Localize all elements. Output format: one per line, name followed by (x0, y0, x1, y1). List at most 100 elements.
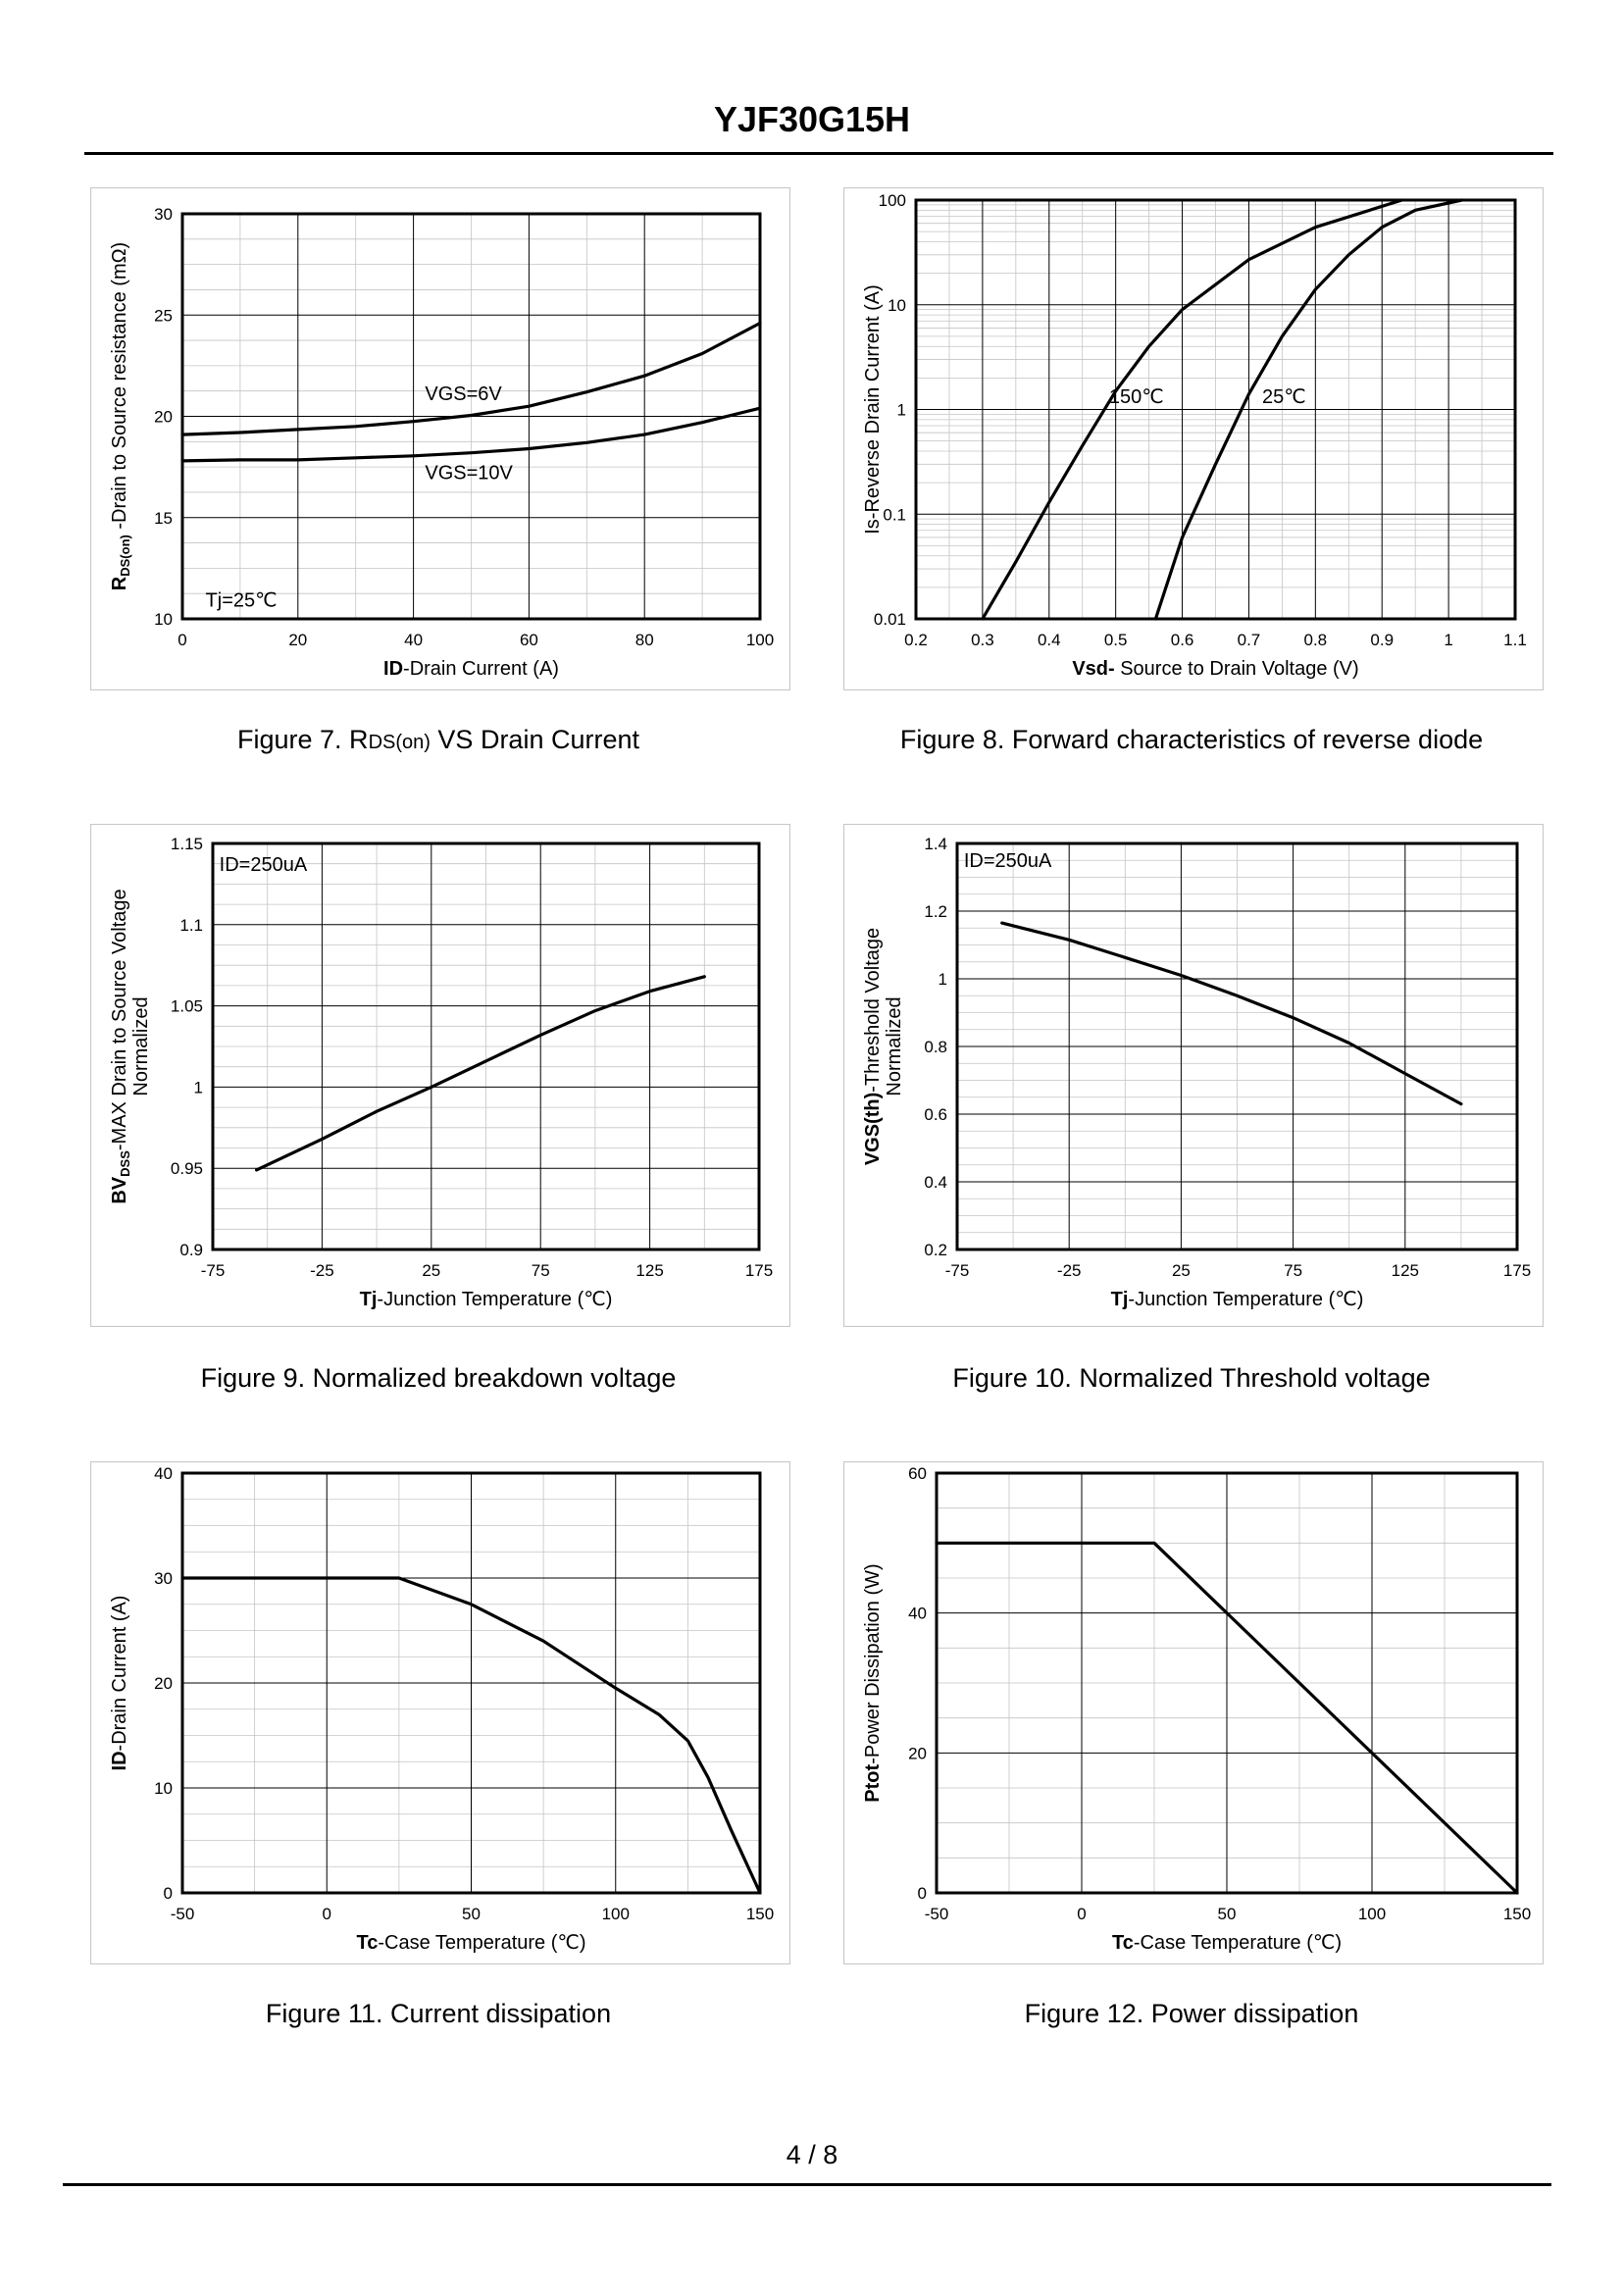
y-tick-label: 1 (939, 970, 947, 989)
x-tick-label: 100 (602, 1905, 630, 1923)
page-number: 4 / 8 (0, 2140, 1624, 2170)
x-tick-label: 0.3 (971, 631, 994, 649)
y-axis-label: Is-Reverse Drain Current (A) (862, 284, 884, 535)
x-axis-label-bold: ID (383, 658, 403, 680)
y-tick-label: 1 (897, 401, 906, 420)
x-tick-label: 0 (178, 631, 186, 649)
annotation-label: VGS=6V (425, 383, 502, 405)
figure-10-caption: Figure 10. Normalized Threshold voltage (819, 1363, 1564, 1394)
y-axis-label-bold: Ptot (862, 1763, 884, 1802)
annotation-label: VGS=10V (425, 463, 513, 484)
x-axis-label-bold: Tc (1112, 1932, 1134, 1954)
y-axis-label-text: -Drain to Source resistance (mΩ) (109, 242, 130, 535)
x-axis-label-text: -Junction Temperature (℃) (1128, 1289, 1363, 1310)
y-tick-label: 40 (154, 1464, 173, 1483)
y-tick-label: 20 (908, 1744, 927, 1762)
chart-fig8: 0.2 0.3 0.4 0.5 0.6 0.7 0.8 0.9 1 1.10.010.111010… (843, 187, 1544, 690)
header-rule (84, 152, 1553, 155)
y-tick-label: 25 (154, 306, 173, 325)
y-axis-label: RDS(on) -Drain to Source resistance (mΩ) (109, 242, 132, 590)
y-tick-label: 0.4 (924, 1173, 947, 1192)
x-tick-label: 0 (323, 1905, 331, 1923)
x-axis-label-bold: Tj (1111, 1289, 1129, 1310)
x-tick-label: 0 (1077, 1905, 1086, 1923)
chart-fig9: -75 -25 25 75 125 175 0.9 0.95 1 1.05 1.1 1.15 Tj-Ju… (90, 824, 790, 1327)
y-tick-label: 0.8 (924, 1038, 947, 1056)
x-axis-label: Tj-Junction Temperature (℃) (360, 1289, 613, 1310)
figure-11-caption: Figure 11. Current dissipation (66, 1999, 811, 2029)
panel-frame (844, 188, 1544, 690)
y-axis-label-secondary: Normalized (884, 996, 905, 1096)
panel-frame (844, 1462, 1544, 1964)
y-tick-label: 100 (879, 191, 906, 210)
x-axis-label-text: -Junction Temperature (℃) (377, 1289, 612, 1310)
y-tick-label: 1.2 (924, 902, 947, 921)
figure-12-caption: Figure 12. Power dissipation (819, 1999, 1564, 2029)
x-axis-label: Vsd- Source to Drain Voltage (V) (1072, 658, 1358, 680)
y-axis-label-text: -MAX Drain to Source Voltage (109, 889, 130, 1150)
y-tick-label: 40 (908, 1605, 927, 1623)
y-tick-label: 0.1 (883, 505, 906, 524)
x-tick-label: 25 (422, 1261, 440, 1280)
y-axis-label: ID-Drain Current (A) (109, 1596, 130, 1771)
footer-rule (63, 2183, 1551, 2186)
x-axis-label: Tj-Junction Temperature (℃) (1111, 1289, 1364, 1310)
y-tick-label: 0.01 (874, 610, 906, 629)
figure-8-panel: 0.2 0.3 0.4 0.5 0.6 0.7 0.8 0.9 1 1.1 0.01 0.1 1 10 10… (843, 187, 1544, 690)
figure-9-caption: Figure 9. Normalized breakdown voltage (66, 1363, 811, 1394)
y-axis-label-bold: ID (109, 1751, 130, 1770)
y-tick-label: 1.05 (171, 997, 203, 1016)
y-axis-label-text: -Drain Current (A) (109, 1596, 130, 1752)
x-tick-label: 60 (520, 631, 538, 649)
panel-frame (844, 825, 1544, 1327)
figure-7-caption: Figure 7. RDS(on) VS Drain Current (66, 725, 811, 755)
chart-fig12: -50 0 50 100 150 0 20 40 60 Tc-Case Temperature (… (843, 1461, 1544, 1964)
x-tick-label: 175 (1503, 1261, 1531, 1280)
y-axis-label: BVDSS-MAX Drain to Source Voltage (109, 889, 132, 1203)
x-tick-label: 100 (746, 631, 774, 649)
annotation-label: 25℃ (1262, 386, 1306, 408)
major-grid (182, 1473, 760, 1893)
x-axis-label-bold: Tj (360, 1289, 378, 1310)
y-axis-label-bold: VGS(th) (862, 1093, 884, 1165)
x-axis-label-text: -Case Temperature (℃) (1134, 1932, 1342, 1954)
figure-11-panel: -50 0 50 100 150 0 10 20 30 40 Tc-Case Temperature… (90, 1461, 790, 1964)
x-tick-label: 0.5 (1104, 631, 1128, 649)
figure-10-panel: -75 -25 25 75 125 175 0.2 0.4 0.6 0.8 1 1.2 1.4 Tj-Ju… (843, 824, 1544, 1327)
y-axis-label: VGS(th)-Threshold Voltage (862, 928, 884, 1165)
x-tick-label: 0.7 (1238, 631, 1261, 649)
x-tick-label: 0.4 (1038, 631, 1061, 649)
x-tick-label: 0.6 (1171, 631, 1194, 649)
x-tick-label: 125 (635, 1261, 663, 1280)
x-tick-label: 150 (1503, 1905, 1531, 1923)
y-axis-label-sub: DSS (118, 1150, 132, 1177)
x-tick-label: 40 (404, 631, 423, 649)
x-tick-label: -50 (171, 1905, 195, 1923)
x-tick-label: 100 (1358, 1905, 1386, 1923)
x-axis-label-text: -Case Temperature (℃) (378, 1932, 585, 1954)
y-tick-label: 1.4 (924, 835, 947, 853)
chart-fig7: 0 20 40 60 80 100 10 15 20 25 30 ID-Drain Current (… (90, 187, 790, 690)
y-tick-label: 30 (154, 205, 173, 224)
annotation-label: 150℃ (1109, 386, 1164, 408)
annotation-label: ID=250uA (964, 850, 1052, 872)
annotation-label: Tj=25℃ (206, 590, 278, 612)
y-axis-label-text: -Power Dissipation (W) (862, 1563, 884, 1763)
x-tick-label: -25 (1057, 1261, 1082, 1280)
x-tick-label: 1.1 (1503, 631, 1527, 649)
series-line-1 (1002, 923, 1461, 1104)
y-axis-label-text: -Threshold Voltage (862, 928, 884, 1093)
x-tick-label: 80 (635, 631, 654, 649)
y-axis-label-secondary: Normalized (130, 996, 152, 1096)
page-title: YJF30G15H (0, 99, 1624, 140)
y-tick-label: 0.2 (924, 1241, 947, 1259)
y-tick-label: 0 (918, 1884, 927, 1903)
x-tick-label: 175 (745, 1261, 773, 1280)
x-tick-label: 0.2 (904, 631, 928, 649)
x-tick-label: 75 (532, 1261, 550, 1280)
annotation-label: ID=250uA (220, 854, 308, 876)
x-tick-label: 150 (746, 1905, 774, 1923)
x-tick-label: 75 (1284, 1261, 1302, 1280)
x-axis-label-bold: Tc (356, 1932, 378, 1954)
y-tick-label: 30 (154, 1569, 173, 1588)
